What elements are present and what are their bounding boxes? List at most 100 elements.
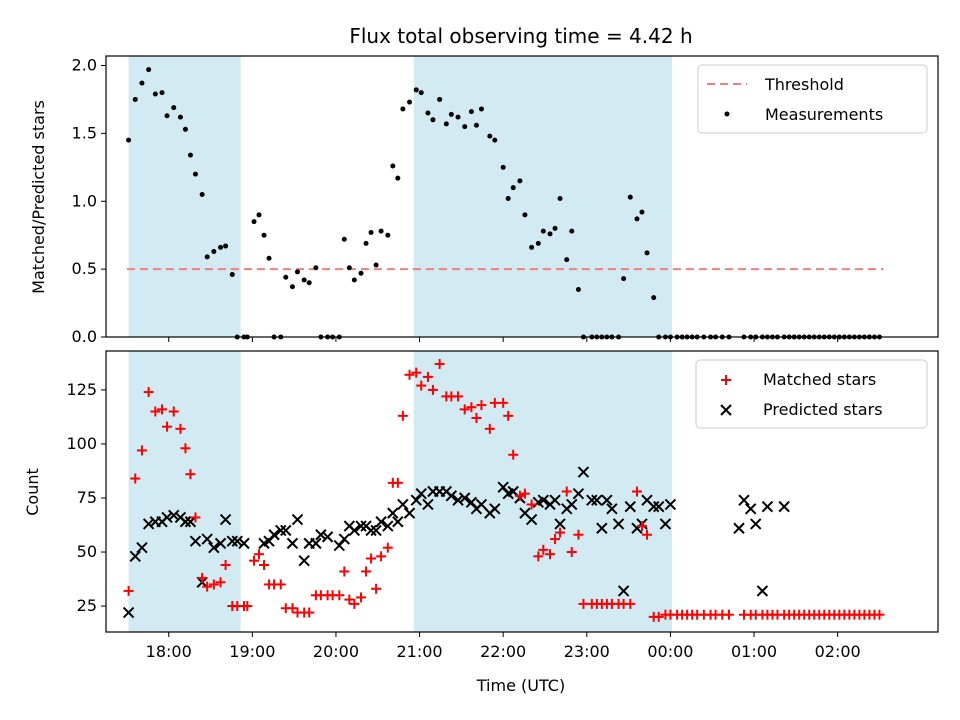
measurement-point <box>164 113 170 119</box>
x-tick-label: 21:00 <box>397 642 443 661</box>
matched-star-point <box>197 572 208 583</box>
matched-star-point <box>143 387 154 398</box>
predicted-star-point <box>298 554 310 567</box>
matched-star-point <box>508 449 519 460</box>
measurement-point <box>505 196 511 202</box>
matched-star-point <box>334 590 345 601</box>
x-tick-label: 02:00 <box>815 642 861 661</box>
measurement-point <box>289 284 295 290</box>
measurement-point <box>229 272 235 278</box>
top-legend: Threshold Measurements <box>697 64 928 134</box>
matched-star-point <box>411 367 422 378</box>
matched-star-point <box>526 499 537 510</box>
legend-predicted-label: Predicted stars <box>763 400 883 419</box>
matched-star-point <box>180 443 191 454</box>
measurement-point <box>346 265 352 271</box>
matched-star-point <box>625 598 636 609</box>
measurement-point <box>448 111 454 117</box>
matched-star-point <box>397 410 408 421</box>
x-tick-label: 22:00 <box>480 642 526 661</box>
predicted-star-point <box>606 503 618 515</box>
matched-star-point <box>185 469 196 480</box>
matched-star-point <box>466 402 477 413</box>
predicted-star-point <box>537 494 550 506</box>
measurement-point <box>575 286 581 292</box>
predicted-star-point <box>744 503 757 515</box>
shaded-interval <box>413 56 673 337</box>
predicted-star-point <box>549 494 561 506</box>
measurement-point <box>192 171 198 177</box>
matched-star-point <box>190 512 201 523</box>
measurement-point <box>251 219 257 225</box>
measurement-point <box>152 91 158 97</box>
matched-star-point <box>123 585 134 596</box>
legend-predicted-swatch <box>720 404 732 416</box>
measurement-point <box>390 163 396 169</box>
measurement-point <box>478 106 484 112</box>
top-panel: 0.00.51.01.52.0 Matched/Predicted stars … <box>29 55 939 346</box>
matched-star-point <box>519 488 530 499</box>
predicted-star-point <box>201 533 213 545</box>
matched-star-point <box>208 579 219 590</box>
matched-star-point <box>361 566 372 577</box>
predicted-star-point <box>348 524 361 537</box>
measurement-point <box>540 228 546 234</box>
measurement-point <box>557 196 563 202</box>
matched-star-point <box>476 400 487 411</box>
measurement-point <box>395 175 401 181</box>
matched-star-point <box>371 583 382 594</box>
predicted-star-point <box>392 516 404 528</box>
measurement-point <box>182 126 188 132</box>
top-shaded-intervals <box>128 56 673 337</box>
predicted-star-point <box>397 498 409 511</box>
matched-star-point <box>356 592 367 603</box>
predicted-star-point <box>459 492 471 504</box>
predicted-star-point <box>410 494 422 506</box>
y-tick-label: 50 <box>77 542 97 561</box>
predicted-star-point <box>572 487 585 500</box>
predicted-star-point <box>168 509 180 521</box>
predicted-star-point <box>591 494 603 506</box>
shaded-interval <box>128 56 241 337</box>
measurement-point <box>621 276 627 282</box>
shaded-interval <box>128 351 241 632</box>
matched-star-point <box>653 611 664 622</box>
predicted-stars-points <box>122 466 790 619</box>
predicted-star-point <box>142 518 155 530</box>
predicted-star-point <box>624 500 636 513</box>
predicted-star-point <box>750 518 762 530</box>
predicted-star-point <box>208 541 220 554</box>
matched-star-point <box>404 369 415 380</box>
x-tick-label: 20:00 <box>313 642 359 661</box>
y-tick-label: 125 <box>66 380 97 399</box>
measurement-point <box>492 137 498 143</box>
measurement-point <box>639 209 645 215</box>
bottom-legend: Matched stars Predicted stars <box>695 359 928 429</box>
legend-measurements-swatch <box>724 111 730 117</box>
matched-star-point <box>471 413 482 424</box>
y-tick-label: 1.0 <box>72 191 97 210</box>
measurement-point <box>211 248 217 254</box>
matched-star-point <box>339 566 350 577</box>
predicted-star-point <box>601 494 613 506</box>
matched-star-point <box>162 421 173 432</box>
top-y-axis-label: Matched/Predicted stars <box>29 100 48 294</box>
measurement-point <box>223 243 229 249</box>
measurement-point <box>564 257 570 263</box>
predicted-star-point <box>310 537 322 550</box>
matched-star-point <box>578 598 589 609</box>
measurement-point <box>358 270 364 276</box>
bottom-axes-frame <box>105 350 939 633</box>
predicted-star-point <box>738 494 750 506</box>
measurement-point <box>535 240 541 246</box>
matched-star-point <box>631 486 642 497</box>
bottom-shaded-intervals <box>128 351 673 632</box>
predicted-star-point <box>333 539 346 552</box>
predicted-star-point <box>189 535 202 547</box>
matched-star-point <box>259 559 270 570</box>
x-axis-label: Time (UTC) <box>476 676 565 695</box>
predicted-star-point <box>238 537 250 550</box>
matched-star-point <box>498 397 509 408</box>
predicted-star-point <box>596 522 608 534</box>
